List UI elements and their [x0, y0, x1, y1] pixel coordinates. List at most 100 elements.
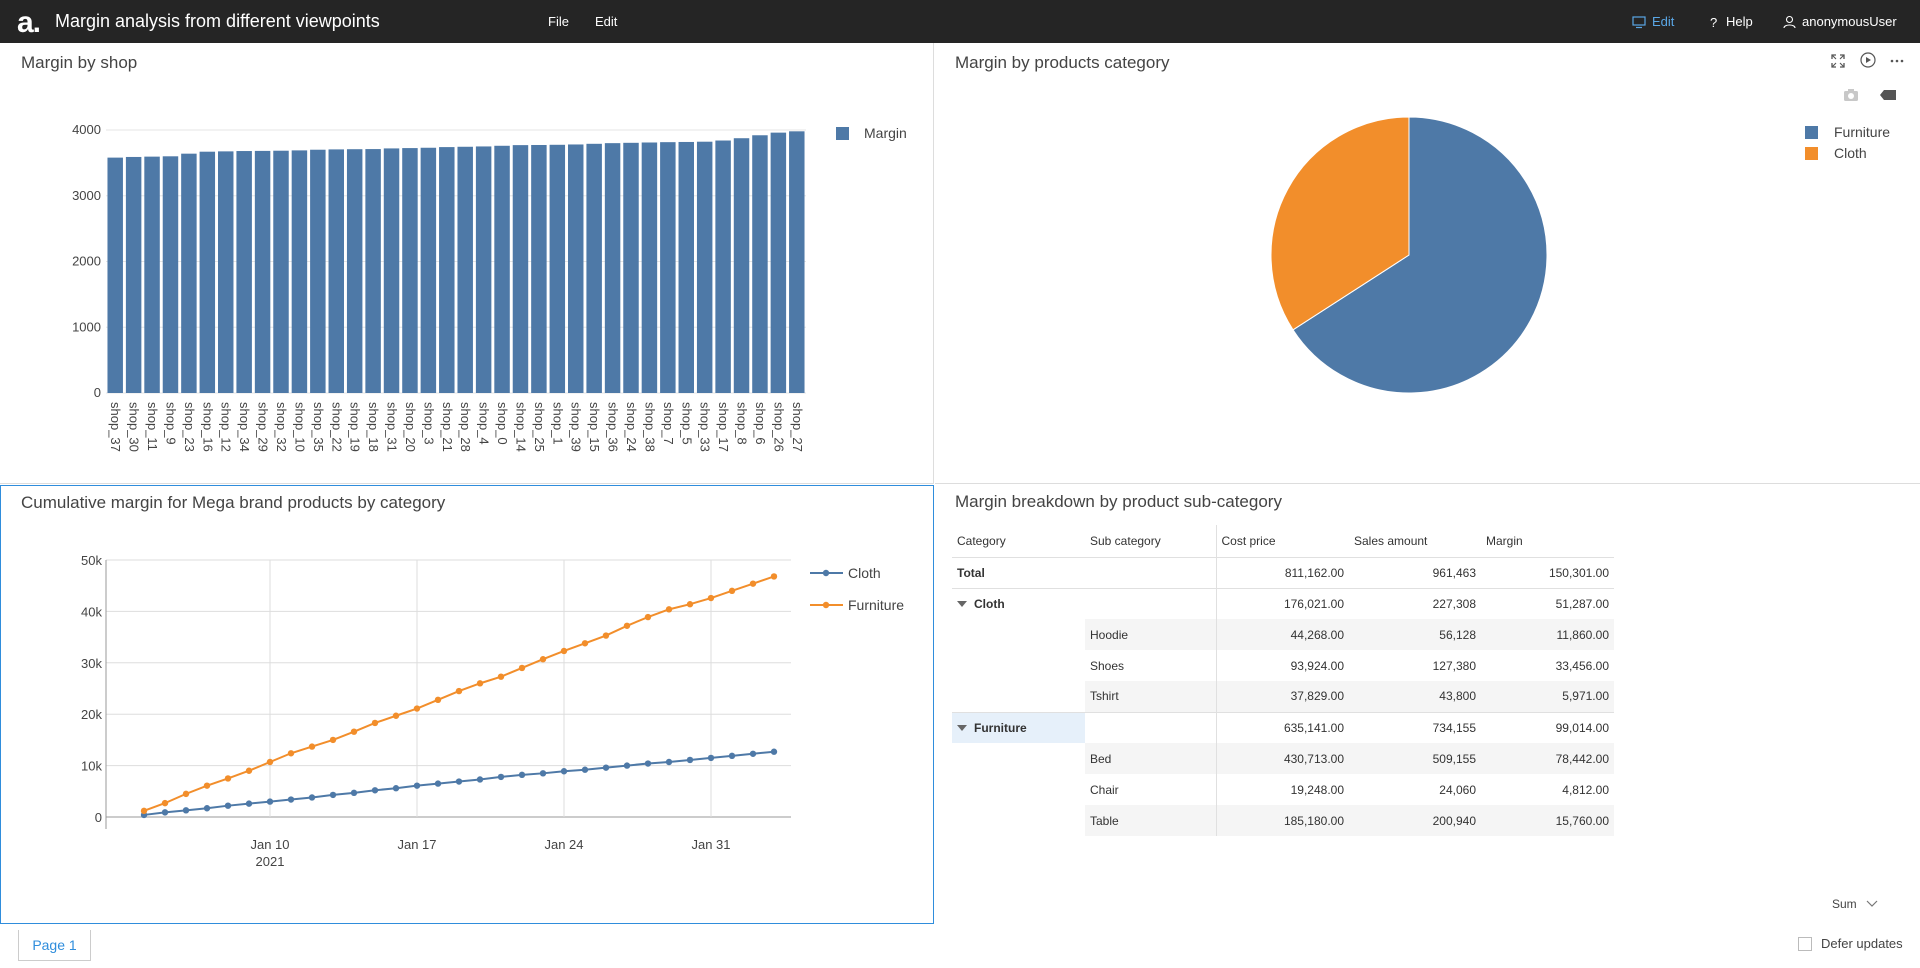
- pie-slice[interactable]: [1292, 116, 1548, 394]
- data-point[interactable]: [581, 640, 589, 647]
- bar[interactable]: [696, 141, 713, 393]
- more-icon[interactable]: [1890, 54, 1904, 73]
- data-point[interactable]: [665, 606, 673, 613]
- data-point[interactable]: [245, 767, 253, 774]
- data-point[interactable]: [287, 750, 295, 757]
- bar[interactable]: [531, 144, 547, 393]
- pivot-group-row[interactable]: Furniture 635,141.00 734,155 99,014.00: [952, 711, 1614, 743]
- data-point[interactable]: [476, 680, 484, 687]
- bar[interactable]: [236, 151, 252, 393]
- cost-cell[interactable]: 44,268.00: [1215, 619, 1349, 650]
- legend-label[interactable]: Margin: [864, 125, 907, 141]
- bar[interactable]: [402, 148, 418, 393]
- bar[interactable]: [144, 156, 160, 393]
- cost-cell[interactable]: 176,021.00: [1215, 587, 1349, 619]
- bar[interactable]: [457, 146, 473, 393]
- sub-category-cell[interactable]: Table: [1085, 805, 1216, 836]
- bar[interactable]: [328, 149, 344, 393]
- data-point[interactable]: [434, 780, 442, 787]
- data-point[interactable]: [140, 807, 148, 815]
- data-point[interactable]: [350, 728, 358, 735]
- header-margin[interactable]: Margin: [1481, 525, 1614, 558]
- data-point[interactable]: [266, 758, 274, 766]
- cost-cell[interactable]: 19,248.00: [1215, 774, 1349, 805]
- sales-cell[interactable]: 734,155: [1349, 711, 1481, 743]
- bar[interactable]: [549, 144, 566, 393]
- legend-label[interactable]: Cloth: [848, 565, 881, 581]
- data-point[interactable]: [329, 791, 337, 799]
- data-point[interactable]: [581, 766, 589, 773]
- fullscreen-icon[interactable]: [1831, 54, 1845, 73]
- sub-category-cell[interactable]: Shoes: [1090, 658, 1125, 673]
- bar[interactable]: [383, 148, 400, 393]
- data-point[interactable]: [224, 775, 232, 782]
- bar[interactable]: [310, 149, 326, 393]
- dashboard-title[interactable]: Margin analysis from different viewpoint…: [55, 11, 380, 31]
- sales-cell[interactable]: 43,800: [1349, 681, 1481, 712]
- data-point[interactable]: [371, 787, 379, 794]
- data-point[interactable]: [602, 632, 610, 639]
- data-point[interactable]: [182, 807, 190, 814]
- bar[interactable]: [623, 142, 639, 393]
- pivot-row[interactable]: Tshirt 37,829.00 43,800 5,971.00: [952, 681, 1614, 712]
- cumulative-margin-panel[interactable]: Cumulative margin for Mega brand product…: [0, 485, 934, 924]
- pivot-row[interactable]: Chair 19,248.00 24,060 4,812.00: [952, 774, 1614, 805]
- sub-category-cell[interactable]: Bed: [1085, 743, 1216, 774]
- data-point[interactable]: [287, 796, 295, 803]
- legend-label[interactable]: Cloth: [1834, 145, 1867, 161]
- data-point[interactable]: [623, 622, 631, 629]
- bar[interactable]: [678, 141, 694, 393]
- data-point[interactable]: [644, 760, 652, 767]
- bar[interactable]: [107, 157, 123, 393]
- data-point[interactable]: [329, 736, 337, 744]
- bar[interactable]: [660, 142, 676, 393]
- bar[interactable]: [291, 150, 308, 393]
- bar[interactable]: [568, 144, 584, 393]
- data-point[interactable]: [728, 587, 736, 595]
- bar[interactable]: [715, 140, 731, 393]
- data-point[interactable]: [350, 789, 358, 797]
- header-sub-category[interactable]: Sub category: [1085, 525, 1216, 558]
- user-menu[interactable]: anonymousUser: [1783, 14, 1897, 29]
- data-point[interactable]: [665, 758, 673, 766]
- cost-cell[interactable]: 37,829.00: [1215, 681, 1349, 712]
- margin-cell[interactable]: 51,287.00: [1481, 587, 1614, 619]
- data-point[interactable]: [497, 673, 505, 680]
- bar[interactable]: [420, 147, 437, 393]
- margin-cell[interactable]: 33,456.00: [1555, 658, 1609, 673]
- sales-cell[interactable]: 24,060: [1439, 782, 1476, 797]
- sales-cell[interactable]: 127,380: [1432, 658, 1476, 673]
- page-tab[interactable]: Page 1: [18, 930, 91, 961]
- margin-cell[interactable]: 11,860.00: [1481, 619, 1614, 650]
- bar[interactable]: [346, 149, 363, 393]
- data-point[interactable]: [749, 750, 757, 757]
- header-cost-price[interactable]: Cost price: [1215, 525, 1349, 558]
- bar[interactable]: [641, 142, 658, 393]
- margin-breakdown-panel[interactable]: Margin breakdown by product sub-category…: [935, 485, 1920, 924]
- bar[interactable]: [752, 135, 768, 393]
- data-point[interactable]: [161, 799, 169, 807]
- pivot-row[interactable]: Shoes 93,924.00 127,380 33,456.00: [952, 650, 1614, 681]
- pie-slice[interactable]: [1270, 116, 1410, 331]
- data-point[interactable]: [455, 687, 463, 695]
- sales-cell[interactable]: 227,308: [1349, 587, 1481, 619]
- cost-cell[interactable]: 185,180.00: [1215, 805, 1349, 836]
- data-point[interactable]: [539, 656, 547, 663]
- cumulative-margin-chart[interactable]: 0 10k 20k 30k 40k 50k Jan 10 Jan 17 Jan 24 Jan 31…: [1, 486, 933, 923]
- header-sales-amount[interactable]: Sales amount: [1349, 525, 1481, 558]
- pivot-row[interactable]: Table 185,180.00 200,940 15,760.00: [952, 805, 1614, 836]
- data-point[interactable]: [245, 800, 253, 807]
- pivot-row[interactable]: Hoodie 44,268.00 56,128 11,860.00: [952, 619, 1614, 650]
- bar[interactable]: [439, 147, 455, 393]
- help-button[interactable]: ? Help: [1708, 14, 1753, 30]
- bar[interactable]: [181, 153, 197, 393]
- data-point[interactable]: [161, 809, 169, 816]
- collapse-caret-icon[interactable]: [957, 724, 967, 731]
- bar[interactable]: [770, 132, 787, 393]
- sub-category-cell[interactable]: Tshirt: [1085, 681, 1216, 712]
- data-point[interactable]: [539, 770, 547, 777]
- data-point[interactable]: [203, 805, 211, 812]
- cost-cell[interactable]: 635,141.00: [1215, 711, 1349, 743]
- margin-by-shop-panel[interactable]: Margin by shop 0 1000 2000 3000 4000 shop_37 s…: [0, 43, 934, 484]
